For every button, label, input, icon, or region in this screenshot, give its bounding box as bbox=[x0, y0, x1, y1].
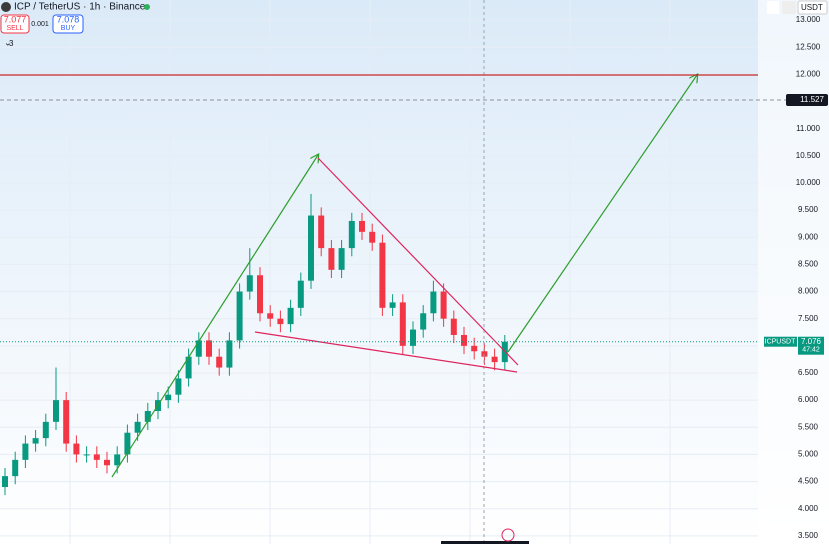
countdown: 47:42 bbox=[802, 347, 820, 354]
symbol-label: ICPUSDT bbox=[765, 339, 796, 346]
y-tick-label: 12.000 bbox=[796, 69, 821, 78]
sell-button[interactable] bbox=[0, 14, 30, 34]
y-tick-label: 6.000 bbox=[798, 395, 819, 404]
wedge-upper bbox=[317, 157, 519, 366]
candle-body bbox=[277, 318, 284, 325]
price-axis: 3.5004.0004.5005.0005.5006.0006.5007.000… bbox=[758, 0, 829, 544]
candle-body bbox=[32, 438, 39, 444]
y-tick-label: 10.500 bbox=[796, 151, 821, 160]
download-button[interactable] bbox=[767, 1, 779, 14]
trend-arrow bbox=[111, 155, 318, 478]
candle-body bbox=[481, 351, 488, 357]
indicator-count: 3 bbox=[9, 39, 14, 48]
settings-button[interactable] bbox=[782, 1, 796, 14]
candle-body bbox=[63, 400, 70, 444]
candle-body bbox=[430, 291, 437, 314]
candle-body bbox=[440, 291, 447, 319]
candle-body bbox=[2, 476, 8, 487]
candle-body bbox=[206, 340, 212, 357]
candle-body bbox=[420, 313, 427, 330]
candle-body bbox=[12, 459, 19, 477]
y-tick-label: 13.000 bbox=[796, 15, 821, 24]
marked-level-tag bbox=[786, 94, 828, 107]
candle-body bbox=[93, 454, 100, 460]
candle-body bbox=[257, 275, 263, 314]
y-tick-label: 4.000 bbox=[798, 504, 819, 513]
symbol-title: ICP / TetherUS · 1h · Binance bbox=[14, 2, 146, 13]
last-price-label: 7.076 bbox=[801, 337, 822, 346]
y-tick-label: 6.500 bbox=[798, 368, 819, 377]
candle-body bbox=[236, 291, 243, 341]
event-icon[interactable] bbox=[501, 528, 515, 542]
candle-body bbox=[104, 459, 110, 466]
candle-body bbox=[450, 318, 457, 335]
candle-body bbox=[328, 248, 335, 270]
candle-body bbox=[83, 454, 90, 456]
candle-body bbox=[246, 275, 253, 292]
candle-body bbox=[226, 340, 233, 368]
candle-body bbox=[165, 394, 172, 401]
candle-body bbox=[124, 432, 131, 455]
candle-body bbox=[134, 421, 141, 433]
buy-label: BUY bbox=[61, 25, 76, 32]
marked-level-label: 11.527 bbox=[800, 95, 824, 104]
y-tick-label: 5.500 bbox=[798, 422, 819, 431]
last-price-tag bbox=[798, 336, 824, 355]
candle-body bbox=[297, 280, 304, 308]
candle-body bbox=[308, 215, 314, 281]
candle-body bbox=[185, 356, 192, 379]
currency: USDT bbox=[801, 3, 823, 12]
candle-body bbox=[195, 340, 202, 357]
y-tick-label: 10.000 bbox=[796, 178, 821, 187]
y-tick-label: 9.500 bbox=[798, 205, 819, 214]
candle-body bbox=[410, 329, 416, 346]
candle-body bbox=[399, 302, 406, 346]
candle-body bbox=[267, 313, 274, 319]
y-tick-label: 8.500 bbox=[798, 260, 819, 269]
currency-button[interactable] bbox=[797, 0, 828, 15]
candle-body bbox=[369, 231, 376, 243]
y-tick-label: 11.000 bbox=[796, 124, 820, 133]
buy-button[interactable] bbox=[52, 14, 84, 34]
target-arrow bbox=[507, 75, 697, 353]
candle-body bbox=[73, 443, 80, 455]
sell-label: SELL bbox=[6, 25, 23, 32]
vertical-grid bbox=[69, 0, 671, 544]
candle-body bbox=[461, 334, 467, 346]
y-tick-label: 8.000 bbox=[798, 287, 819, 296]
candle-body bbox=[359, 220, 365, 232]
candle-body bbox=[175, 378, 182, 395]
sell-price: 7.077 bbox=[4, 14, 27, 24]
candle-body bbox=[338, 248, 345, 270]
candle-body bbox=[42, 421, 49, 439]
y-tick-label: 12.500 bbox=[796, 42, 821, 51]
candle-body bbox=[53, 400, 59, 422]
candle-body bbox=[379, 242, 386, 308]
candle-body bbox=[144, 410, 151, 422]
candle-body bbox=[216, 356, 223, 368]
y-tick-label: 5.000 bbox=[798, 450, 819, 459]
scrollbar bbox=[441, 541, 529, 544]
y-tick-label: 4.500 bbox=[798, 477, 819, 486]
buy-price: 7.078 bbox=[57, 14, 80, 24]
indicator-toggle[interactable]: ⌄ bbox=[4, 37, 12, 47]
candle-body bbox=[389, 302, 396, 308]
y-tick-label: 7.500 bbox=[798, 314, 819, 323]
spread: 0.001 bbox=[31, 21, 49, 28]
symbol-tag bbox=[764, 336, 797, 347]
candle-body bbox=[114, 454, 121, 466]
candle-body bbox=[471, 345, 478, 352]
candle-body bbox=[491, 356, 498, 363]
y-tick-label: 3.500 bbox=[798, 531, 819, 540]
candle-body bbox=[348, 220, 355, 249]
y-tick-label: 9.000 bbox=[798, 232, 819, 241]
candle-body bbox=[287, 307, 294, 325]
candle-body bbox=[318, 215, 325, 249]
candle-body bbox=[22, 443, 29, 460]
wedge-lower bbox=[254, 331, 518, 373]
